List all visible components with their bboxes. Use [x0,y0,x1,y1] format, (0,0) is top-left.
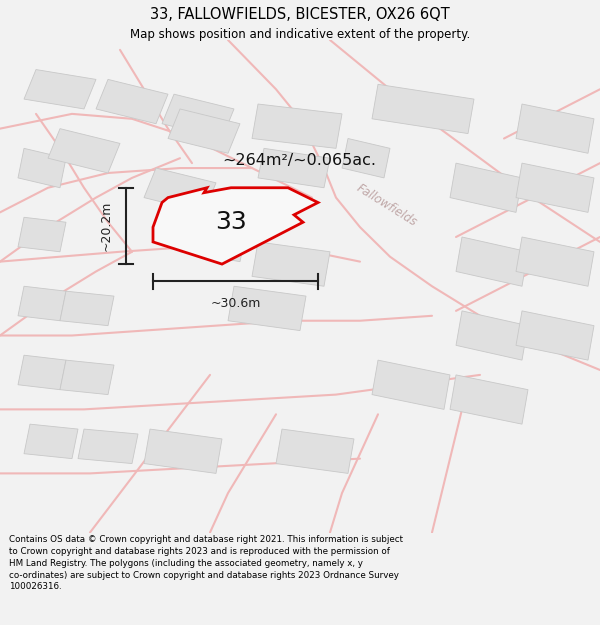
Polygon shape [153,188,318,264]
Polygon shape [48,129,120,173]
Polygon shape [180,222,246,262]
Polygon shape [18,217,66,252]
Polygon shape [450,375,528,424]
Polygon shape [24,424,78,459]
Polygon shape [144,168,216,212]
Text: 33: 33 [215,210,247,234]
Polygon shape [252,104,342,148]
Polygon shape [456,311,528,360]
Polygon shape [252,242,330,286]
Polygon shape [18,148,66,188]
Text: Fallowfields: Fallowfields [355,181,419,229]
Polygon shape [258,148,330,188]
Polygon shape [228,286,306,331]
Polygon shape [162,94,234,139]
Polygon shape [450,163,522,212]
Polygon shape [516,163,594,212]
Polygon shape [24,69,96,109]
Polygon shape [456,237,528,286]
Polygon shape [276,429,354,473]
Polygon shape [144,429,222,473]
Text: Map shows position and indicative extent of the property.: Map shows position and indicative extent… [130,28,470,41]
Polygon shape [60,291,114,326]
Text: ~20.2m: ~20.2m [100,201,113,251]
Polygon shape [516,237,594,286]
Polygon shape [516,104,594,153]
Polygon shape [342,139,390,178]
Polygon shape [516,311,594,360]
Polygon shape [18,355,66,389]
Text: 33, FALLOWFIELDS, BICESTER, OX26 6QT: 33, FALLOWFIELDS, BICESTER, OX26 6QT [150,8,450,22]
Polygon shape [372,360,450,409]
Text: ~30.6m: ~30.6m [211,297,260,310]
Polygon shape [96,79,168,124]
Polygon shape [60,360,114,394]
Polygon shape [168,109,240,153]
Text: ~264m²/~0.065ac.: ~264m²/~0.065ac. [222,153,376,168]
Polygon shape [78,429,138,464]
Polygon shape [372,84,474,134]
Polygon shape [18,286,66,321]
Text: Contains OS data © Crown copyright and database right 2021. This information is : Contains OS data © Crown copyright and d… [9,535,403,591]
